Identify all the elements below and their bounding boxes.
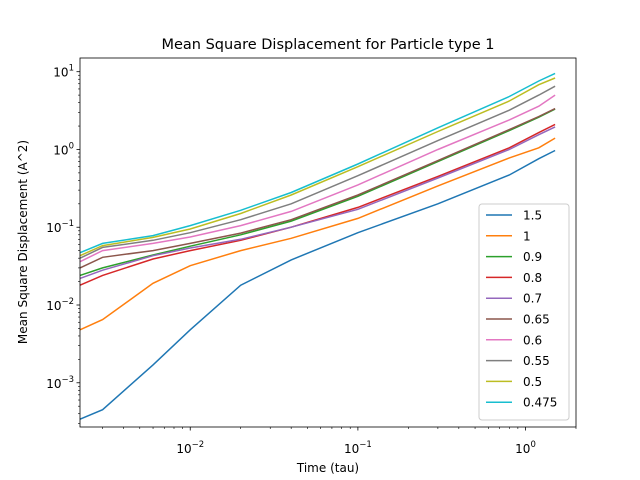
series-layer xyxy=(79,72,556,420)
legend-label-5: 0.65 xyxy=(523,313,550,327)
y-tick-label-0: 10−3 xyxy=(46,375,74,391)
legend-label-9: 0.475 xyxy=(523,396,557,410)
x-tick-label-2: 100 xyxy=(515,440,536,456)
y-tick-label-1: 10−2 xyxy=(46,297,74,313)
series-line-5 xyxy=(79,107,556,269)
legend-label-1: 1 xyxy=(523,229,531,243)
legend-label-2: 0.9 xyxy=(523,250,542,264)
series-line-7 xyxy=(79,85,556,259)
series-line-2 xyxy=(79,108,556,277)
x-axis-ticks: 10−2 10−1 100 xyxy=(102,427,577,456)
legend-label-7: 0.55 xyxy=(523,354,550,368)
chart-title: Mean Square Displacement for Particle ty… xyxy=(161,37,494,53)
y-axis-ticks: 10−3 10−2 10−1 100 101 xyxy=(46,64,80,424)
legend-label-0: 1.5 xyxy=(523,209,542,223)
legend-box xyxy=(478,203,570,421)
series-line-0 xyxy=(79,149,556,420)
x-tick-label-1: 10−1 xyxy=(344,440,372,456)
x-axis-label: Time (tau) xyxy=(296,461,359,475)
legend: 1.5 1 0.9 0.8 0.7 0.65 0.6 0.55 0.5 0.475 xyxy=(478,203,570,421)
y-tick-label-4: 101 xyxy=(53,64,74,80)
y-tick-label-2: 10−1 xyxy=(46,219,74,235)
series-line-4 xyxy=(79,126,556,280)
series-line-9 xyxy=(79,72,556,254)
legend-label-8: 0.5 xyxy=(523,375,542,389)
y-tick-label-3: 100 xyxy=(53,141,74,157)
series-line-1 xyxy=(79,137,556,331)
series-line-8 xyxy=(79,77,556,257)
y-axis-label: Mean Square Displacement (A^2) xyxy=(16,140,30,344)
series-line-6 xyxy=(79,94,556,263)
x-tick-label-0: 10−2 xyxy=(176,440,204,456)
legend-label-4: 0.7 xyxy=(523,292,542,306)
plot-frame xyxy=(79,57,577,428)
legend-label-6: 0.6 xyxy=(523,333,542,347)
legend-label-3: 0.8 xyxy=(523,271,542,285)
